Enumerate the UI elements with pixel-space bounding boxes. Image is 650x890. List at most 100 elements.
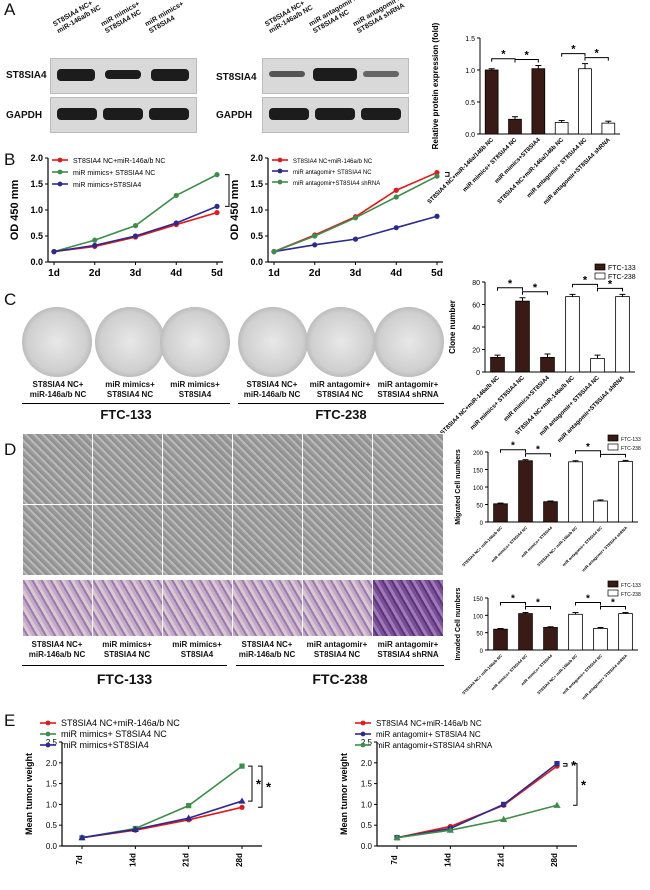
c-caption-2: miR mimics+ ST8SIA4 NC [105,380,155,399]
blot-left-lane-3: miR mimics+ ST8SIA4 [144,0,186,36]
sig-bracket [225,174,230,207]
d-wound-image-grid [22,433,444,576]
blot-left-st8sia4 [50,58,197,94]
legend-swatch [607,434,619,442]
data-point [132,233,139,239]
bar [493,628,508,651]
data-point [173,220,179,226]
sig-star: * [511,441,515,452]
sig-bracket [584,57,609,61]
category-label: miR mimics+ST8SIA4 [494,137,542,185]
sig-bracket [561,53,586,57]
y-tick-label: 0 [480,649,484,655]
y-tick-label: 2.0 [250,153,263,163]
sig-star: * [583,274,588,286]
data-point [312,233,318,239]
data-point [132,223,139,229]
blot-right-lane-2: miR antagomir+ ST8SIA4 NC [308,0,358,36]
sig-star: * [586,594,590,605]
legend-label: FTC-133 [621,583,641,589]
colony-dish-5 [306,307,376,377]
y-tick-label: 1.5 [361,780,373,789]
blot-right-lane-1: ST8SIA4 NC+ miR-146a/b NC [264,0,315,36]
sig-bracket [497,287,523,291]
legend-marker [360,720,366,726]
data-point [51,249,57,255]
blot-left-gapdh [50,97,197,133]
y-tick-label: 2.0 [30,153,43,163]
data-point [393,187,399,193]
x-tick-label: 3d [350,268,362,279]
y-tick-label: 60 [472,303,480,310]
y-tick-label: 2.0 [46,759,58,768]
d-group-ftc238: FTC-238 [312,671,368,687]
legend-marker [277,179,283,185]
data-point [446,826,454,833]
bar [593,628,608,651]
y-tick-label: 2.0 [361,759,373,768]
legend-label: FTC-238 [621,446,641,452]
bar [568,613,583,651]
y-tick-label: 0.5 [361,821,373,830]
y-tick-label: 200 [473,451,484,457]
legend-marker [57,181,63,187]
sig-star: * [571,758,577,773]
y-tick-label: 1.0 [465,68,475,75]
panel-label-a: A [4,0,16,19]
legend-label: ST8SIA4 NC+miR-146a/b NC [73,158,165,165]
data-point [500,815,508,822]
x-tick-label: 14d [443,853,452,867]
legend-marker [360,742,366,748]
y-tick-label: 0.5 [465,100,475,107]
y-tick-label: 100 [473,486,484,492]
y-tick-label: 100 [473,614,484,620]
sig-star: * [581,777,587,792]
legend-label: miR mimics+ ST8SIA4 NC [73,170,155,177]
c-caption-1: ST8SIA4 NC+ miR-146a/b NC [29,380,87,399]
d-group-ftc133: FTC-133 [96,671,153,687]
sig-star: * [595,48,600,60]
data-point [554,761,560,767]
y-tick-label: 20 [472,348,480,355]
bar [543,501,558,523]
legend-marker [57,169,63,175]
data-point [553,801,561,808]
legend-swatch [607,589,619,597]
sig-bracket [597,287,623,292]
colony-dish-6 [374,307,444,377]
blot-left-st8sia4-label: ST8SIA4 [6,70,47,81]
sig-star: * [525,50,530,62]
y-tick-label: 1.5 [46,780,58,789]
sig-bracket [563,763,568,767]
y-axis-label: Migrated Cell numbers [455,449,462,525]
legend-swatch [594,263,606,271]
sig-bracket [525,453,551,457]
y-axis-label: Mean tumor weight [339,753,349,835]
bar [615,296,630,373]
y-tick-label: 1.0 [361,800,373,809]
legend-label: miR antagomir+ ST8SIA4 NC [293,170,372,176]
y-axis-label: OD 450 mm [230,180,241,241]
y-axis-label: Mean tumor weight [24,753,34,835]
sig-bracket [573,763,578,806]
data-point [214,210,220,216]
data-point [434,213,440,219]
y-tick-label: 0.0 [250,257,263,267]
y-tick-label: 2.5 [46,738,58,747]
y-tick-label: 1.5 [250,179,263,189]
sig-star: * [536,445,540,456]
data-point [239,804,245,810]
data-point [434,169,440,176]
sig-star: * [511,594,515,605]
y-tick-label: 0.5 [250,231,263,241]
d-caption-5: miR antagomir+ ST8SIA4 NC [306,640,368,659]
panel-label-b: B [4,150,16,169]
y-tick-label: 0 [476,370,480,377]
data-point [312,242,318,248]
blot-left-gapdh-label: GAPDH [6,110,43,121]
legend-label: miR mimics+ST8SIA4 [61,740,149,750]
panel-label-d: D [4,440,17,459]
sig-bracket [522,291,548,295]
data-point [501,801,507,807]
